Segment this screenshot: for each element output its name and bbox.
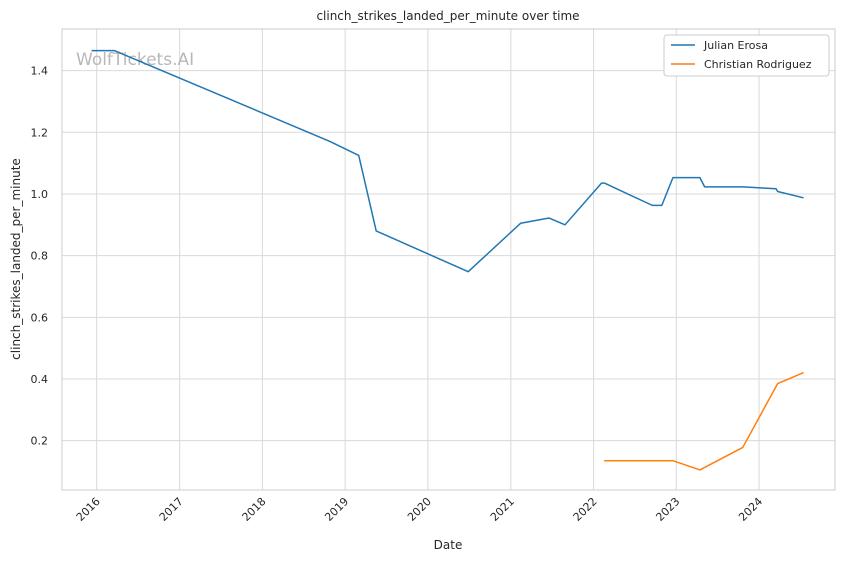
legend-box xyxy=(663,34,830,77)
legend-label-julian-erosa: Julian Erosa xyxy=(703,39,768,52)
y-axis-label: clinch_strikes_landed_per_minute xyxy=(9,158,23,360)
y-tick-label: 0.2 xyxy=(31,435,49,448)
plot-frame xyxy=(61,28,836,491)
x-axis-label: Date xyxy=(434,538,463,552)
y-tick-label: 0.8 xyxy=(31,250,49,263)
grid-lines xyxy=(62,29,835,490)
y-tick-labels: 0.2 0.4 0.6 0.8 1.0 1.2 1.4 xyxy=(31,65,49,448)
series-line-christian-rodriguez xyxy=(603,372,804,471)
y-tick-label: 1.0 xyxy=(31,188,49,201)
series-lines xyxy=(91,49,804,471)
chart-title: clinch_strikes_landed_per_minute over ti… xyxy=(316,9,579,23)
y-tick-label: 1.4 xyxy=(31,65,49,78)
y-tick-label: 0.6 xyxy=(31,311,49,324)
legend-label-christian-rodriguez: Christian Rodriguez xyxy=(704,58,812,71)
y-tick-label: 0.4 xyxy=(31,373,49,386)
y-tick-label: 1.2 xyxy=(31,126,49,139)
series-line-julian-erosa xyxy=(91,49,804,273)
legend: Julian Erosa Christian Rodriguez xyxy=(663,34,830,77)
